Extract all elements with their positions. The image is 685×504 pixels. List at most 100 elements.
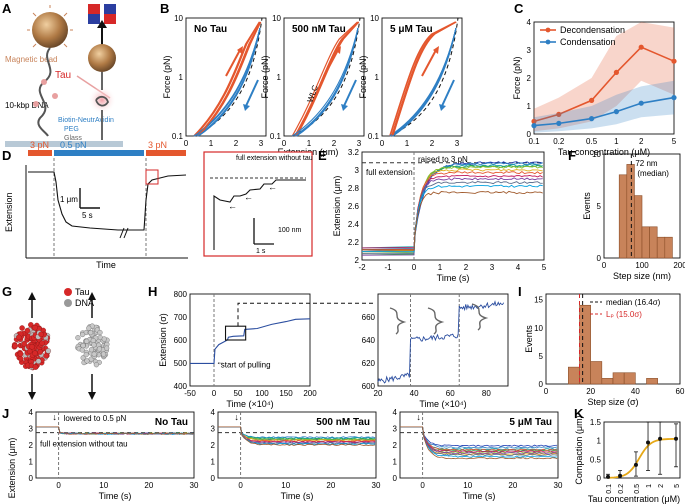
legend-label: Decondensation bbox=[560, 25, 625, 35]
data-point bbox=[588, 97, 595, 103]
axis-label-y: Extension (μm) bbox=[7, 438, 17, 499]
tick-label-x: 20 bbox=[326, 481, 335, 490]
panel-label-b: B bbox=[160, 1, 169, 16]
plot-frame bbox=[399, 411, 559, 479]
bead-particle bbox=[43, 352, 49, 359]
data-point bbox=[633, 462, 638, 467]
extension-trace bbox=[218, 426, 376, 446]
bead-particle bbox=[38, 331, 44, 338]
bead-particle bbox=[32, 364, 39, 370]
histogram-bar bbox=[612, 372, 625, 385]
tick-label-x: 0.2 bbox=[618, 484, 625, 494]
bead-particle bbox=[91, 342, 97, 348]
dna-strand-right bbox=[95, 72, 109, 140]
tick-label-y: 0.1 bbox=[368, 132, 380, 141]
legend-tau-marker bbox=[64, 288, 72, 296]
histogram-bar bbox=[590, 361, 603, 385]
axis-label-y: Events bbox=[582, 192, 592, 220]
plot-frame bbox=[545, 293, 681, 385]
legend-dna-marker bbox=[64, 299, 72, 307]
tick-label-x: 0.1 bbox=[528, 137, 540, 146]
bead-particle bbox=[19, 325, 25, 331]
plot-title: 500 nM Tau bbox=[292, 24, 346, 35]
bead-particle bbox=[97, 329, 103, 336]
tick-label-y: 4 bbox=[527, 18, 532, 27]
force-extension-trace bbox=[389, 21, 456, 137]
extension-trace bbox=[400, 426, 558, 456]
panel-label-a: A bbox=[2, 1, 12, 16]
extension-trace bbox=[400, 426, 558, 458]
arrow-condensation bbox=[245, 79, 259, 107]
tick-label-y: 4 bbox=[393, 408, 398, 417]
tick-label-y: 10 bbox=[370, 14, 379, 23]
tick-label-x: 1 bbox=[209, 139, 214, 148]
axis-label-x: Time (×10⁴) bbox=[419, 399, 466, 409]
extension-trace bbox=[400, 426, 558, 460]
extension-trace bbox=[377, 300, 505, 384]
magnet-blue bbox=[88, 14, 100, 24]
annotation-arrow: ← bbox=[216, 356, 225, 366]
extension-trace bbox=[400, 426, 558, 447]
pull-arrowhead bbox=[97, 20, 107, 28]
data-point bbox=[674, 436, 678, 441]
plot-frame bbox=[377, 293, 509, 387]
plot-frame bbox=[185, 17, 267, 137]
force-extension-trace bbox=[392, 21, 457, 137]
conformation-snapshot bbox=[389, 307, 407, 335]
arrowhead-decondensation bbox=[433, 46, 439, 54]
data-point bbox=[556, 120, 562, 126]
tick-label-y: 10 bbox=[592, 150, 601, 159]
extension-trace bbox=[400, 426, 558, 455]
panel-label-d: D bbox=[2, 148, 11, 163]
data-point bbox=[556, 111, 562, 117]
histogram-bar bbox=[623, 372, 636, 385]
axis-label-x: Time (s) bbox=[437, 273, 470, 283]
bead-particle bbox=[88, 330, 94, 336]
axis-break bbox=[119, 227, 125, 239]
tick-label-x: 0 bbox=[282, 139, 287, 148]
tick-label-y: 10 bbox=[272, 14, 281, 23]
force-extension-trace bbox=[196, 21, 261, 137]
extension-trace bbox=[218, 426, 376, 442]
panel-label-f: F bbox=[568, 148, 576, 163]
axis-label-y: Extension (σ) bbox=[158, 313, 168, 367]
tick-label-x: 150 bbox=[279, 389, 293, 398]
tick-label-x: 0.1 bbox=[606, 484, 613, 494]
annotation-full: full extension without tau bbox=[40, 440, 128, 449]
arrowhead-condensation bbox=[243, 104, 250, 111]
tick-label-y: 0 bbox=[527, 130, 532, 139]
bead-particle bbox=[16, 334, 22, 341]
tick-label-y: 0 bbox=[597, 474, 602, 483]
tick-label-y: 1 bbox=[527, 102, 532, 111]
arrow-decondensation bbox=[225, 49, 241, 77]
bead-particle bbox=[100, 351, 107, 357]
force-extension-trace bbox=[389, 21, 456, 137]
tick-label-y: 3 bbox=[211, 425, 216, 434]
tick-label-x: 0.5 bbox=[586, 137, 598, 146]
force-arrowhead-up bbox=[88, 292, 96, 300]
histogram-bar bbox=[656, 236, 666, 259]
tick-label-x: 2 bbox=[639, 137, 644, 146]
arrowhead-decondensation bbox=[237, 46, 243, 54]
tick-label-y: 2.2 bbox=[348, 238, 360, 247]
tick-label-x: 1 bbox=[307, 139, 312, 148]
tick-label-x: 20 bbox=[374, 389, 383, 398]
tick-label-y: 400 bbox=[174, 382, 188, 391]
series-line bbox=[533, 46, 675, 123]
tick-label-x: 50 bbox=[234, 389, 243, 398]
force-extension-trace bbox=[392, 27, 457, 137]
data-point bbox=[613, 69, 620, 75]
tick-label-x: 10 bbox=[463, 481, 472, 490]
force-extension-trace bbox=[391, 21, 457, 137]
tick-label-x: 40 bbox=[631, 387, 640, 396]
tick-label-x: 200 bbox=[673, 261, 685, 270]
extension-trace bbox=[361, 168, 543, 252]
tick-label-x: 30 bbox=[190, 481, 199, 490]
axis-label-x: Time (s) bbox=[463, 491, 496, 501]
tick-label-y: 4 bbox=[211, 408, 216, 417]
zoom-box bbox=[145, 169, 159, 185]
annotation-lowered: lowered to 0.5 pN bbox=[64, 414, 127, 423]
tick-label-x: 100 bbox=[635, 261, 649, 270]
